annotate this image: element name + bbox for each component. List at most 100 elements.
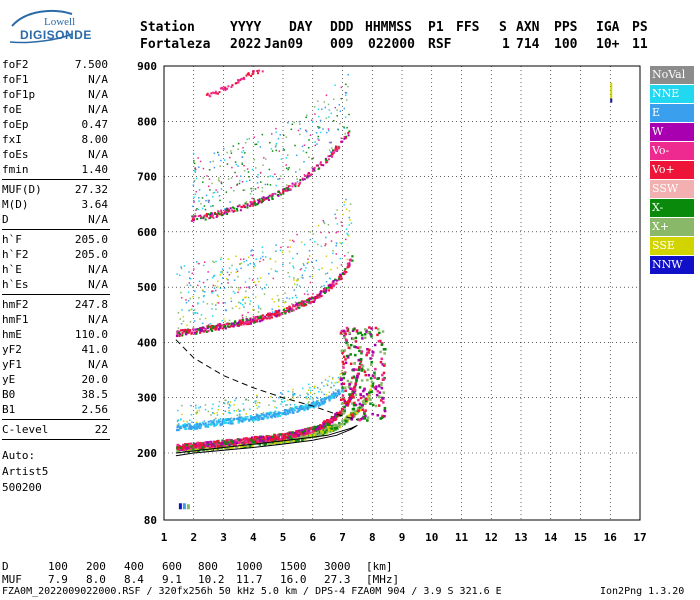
echo-point [258,436,262,439]
echo-point [214,90,217,93]
echo-point [217,419,220,422]
echo-point [252,254,254,257]
echo-point [230,286,232,288]
echo-point [262,317,265,320]
echo-point [265,415,268,418]
echo-point [291,123,294,126]
echo-point [250,438,253,442]
echo-point [242,445,245,449]
echo-point [308,299,311,302]
echo-point [264,287,266,289]
echo-point [275,250,277,252]
echo-point [354,345,358,349]
echo-point [338,424,341,427]
echo-point [181,404,183,407]
param-row: fmin 1.40 [2,163,108,178]
echo-point [190,404,192,407]
echo-point [349,219,351,221]
echo-point [198,407,200,409]
echo-point [357,358,361,362]
echo-point [179,446,183,450]
echo-point [211,290,214,292]
echo-point [257,200,260,203]
echo-point [304,430,308,433]
echo-point [380,357,384,361]
echo-point [286,184,288,186]
echo-point [354,382,357,385]
echo-point [347,233,349,236]
echo-point [360,351,363,355]
echo-point [230,150,232,152]
echo-point [287,309,290,313]
echo-point [303,300,306,303]
profile-dashed-line [175,339,358,421]
echo-point [369,388,372,391]
param-name: MUF(D) [2,183,42,196]
echo-point [252,308,254,311]
echo-point [379,350,382,354]
param-value: N/A [88,313,108,326]
echo-point [228,407,230,409]
echo-point [379,360,383,364]
echo-point [239,175,242,178]
echo-point [275,314,278,317]
echo-point [329,395,332,398]
param-name: foEs [2,148,29,161]
echo-point [332,377,334,379]
echo-point [177,445,181,449]
echo-point [235,207,238,210]
echo-point [347,265,351,268]
echo-point [215,215,218,218]
legend-item-vo: Vo- [650,142,694,160]
param-name: foE [2,103,22,116]
echo-point [292,266,295,269]
echo-point [255,418,258,421]
echo-point [234,320,237,323]
echo-point [312,157,314,159]
echo-point [285,164,287,166]
echo-point [340,86,343,89]
echo-point [221,268,224,270]
echo-point [274,260,277,263]
echo-point [274,435,278,439]
echo-point [339,274,342,277]
echo-point [335,145,338,148]
echo-point [349,258,352,261]
echo-point [228,443,231,447]
echo-point [332,252,334,255]
echo-point [354,340,358,343]
echo-point [328,129,330,132]
echo-point [187,329,191,332]
echo-point [228,418,231,421]
echo-point [280,403,282,405]
echo-point [193,196,195,198]
echo-point [290,437,293,441]
param-name: h`Es [2,278,29,291]
echo-point [221,319,224,322]
echo-point [374,387,378,391]
echo-point [226,213,229,216]
echo-point [332,391,335,393]
echo-point [268,440,272,443]
echo-point [206,441,210,444]
echo-point [199,327,202,330]
param-name: M(D) [2,198,29,211]
echo-point [253,321,256,324]
echo-point [256,315,259,318]
echo-point [282,192,285,195]
echo-point [333,396,336,399]
legend-item-vo: Vo+ [650,161,694,179]
echo-point [343,330,347,333]
echo-point [218,91,221,94]
echo-point [332,279,335,283]
echo-point [346,126,348,129]
echo-point [216,213,219,216]
echo-point [354,336,358,340]
echo-point [247,296,250,299]
header-value: 10+ [596,37,620,52]
echo-point [274,311,276,313]
echo-point [219,418,222,420]
echo-point [383,415,386,418]
echo-point [260,200,263,203]
echo-point [237,80,240,83]
